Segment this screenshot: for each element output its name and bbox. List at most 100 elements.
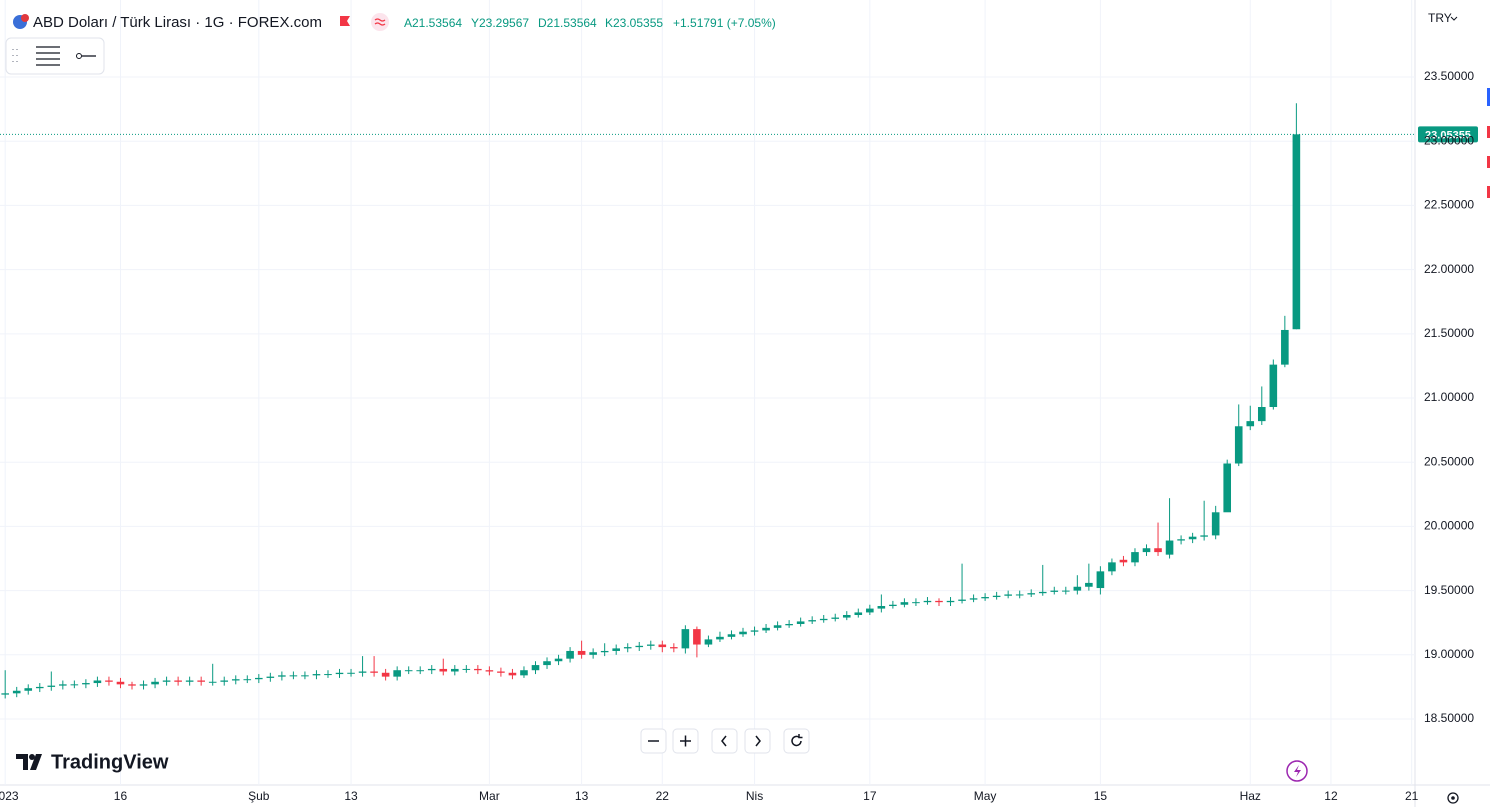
y-tick-label: 20.50000 <box>1424 454 1474 468</box>
candle-body <box>93 680 102 684</box>
candle-body <box>335 672 344 675</box>
candle-body <box>1246 421 1255 427</box>
candle-body <box>151 681 159 685</box>
reset-button[interactable] <box>783 728 810 754</box>
candle-body <box>220 680 229 682</box>
settings-icon[interactable] <box>1447 792 1459 804</box>
ohlc-high: Y23.29567 <box>471 16 529 30</box>
y-tick-label: 20.00000 <box>1424 519 1474 533</box>
candle-body <box>139 684 148 686</box>
candle-body <box>324 674 332 676</box>
candle-body <box>266 676 275 678</box>
marker <box>1487 88 1490 106</box>
brand-logo: TradingView <box>16 751 169 773</box>
candle-body <box>785 623 793 626</box>
y-tick-label: 21.50000 <box>1424 326 1474 340</box>
candle-body <box>635 645 644 648</box>
logo-text: TradingView <box>51 751 169 773</box>
candle-body <box>912 602 920 604</box>
x-tick-label: 17 <box>863 789 877 803</box>
candle-body <box>12 690 21 694</box>
scroll-left-button[interactable] <box>711 728 738 754</box>
candle-body <box>105 680 113 682</box>
candle-body <box>462 668 471 670</box>
candle-body <box>646 644 655 646</box>
candle-body <box>819 618 828 621</box>
scroll-right-button[interactable] <box>744 728 771 754</box>
candle-body <box>935 600 943 603</box>
candle-body <box>889 604 897 607</box>
candle-body <box>566 650 574 659</box>
candle-body <box>589 652 597 655</box>
candle-body <box>416 670 425 672</box>
candle-body <box>508 672 517 676</box>
ohlc-change: +1.51791 (+7.05%) <box>673 16 776 30</box>
candle-body <box>197 680 205 682</box>
candle-body <box>554 658 563 662</box>
candle-body <box>796 621 805 624</box>
candle-body <box>866 608 874 613</box>
event-glyph <box>1294 765 1301 777</box>
candle-body <box>1050 590 1059 592</box>
candle-body <box>47 685 56 687</box>
candle-body <box>1131 552 1139 563</box>
candle-body <box>174 680 182 682</box>
candle-body <box>1211 512 1220 536</box>
indicator-toolbar <box>5 37 105 75</box>
candle-body <box>992 595 1001 598</box>
y-tick-label: 19.50000 <box>1424 583 1474 597</box>
x-tick-label: Haz <box>1240 789 1261 803</box>
candle-body <box>900 602 909 605</box>
flag-icon <box>340 16 350 26</box>
currency-menu[interactable]: TRY <box>1428 11 1458 25</box>
candle-body <box>808 620 816 622</box>
candle-body <box>612 648 620 651</box>
y-tick-label: 19.00000 <box>1424 647 1474 661</box>
x-tick-label: May <box>974 789 997 803</box>
candle-body <box>1119 559 1128 563</box>
candle-body <box>854 612 863 616</box>
candle-body <box>681 629 690 649</box>
scroll-left-glyph <box>721 735 727 747</box>
zoom-in-glyph <box>680 735 691 747</box>
candle-body <box>450 668 459 672</box>
legend-toggle[interactable] <box>36 46 60 66</box>
candle-body <box>404 670 413 672</box>
ohlc-close: K23.05355 <box>605 16 663 30</box>
y-tick-label: 21.00000 <box>1424 390 1474 404</box>
candle-body <box>347 672 355 674</box>
candle-body <box>969 598 978 600</box>
compare-icon[interactable] <box>371 13 389 31</box>
candle-body <box>1108 562 1116 572</box>
candle-body <box>1188 536 1197 540</box>
ohlc-open: A21.53564 <box>404 16 462 30</box>
drag-handle[interactable] <box>12 49 18 62</box>
candle-body <box>531 665 540 671</box>
candle-body <box>1096 571 1105 589</box>
x-tick-label: Nis <box>746 789 763 803</box>
x-tick-label: 12 <box>1324 789 1338 803</box>
x-tick-label: Şub <box>248 789 270 803</box>
candle-body <box>750 630 759 632</box>
candle-body <box>289 675 298 677</box>
candle-body <box>485 670 494 672</box>
candle-body <box>520 670 528 676</box>
marker <box>1487 156 1490 168</box>
candle-body <box>842 615 851 618</box>
reset-glyph <box>791 734 803 747</box>
candle-body <box>1165 540 1174 555</box>
candle-body <box>370 671 378 673</box>
candle-body <box>958 599 966 601</box>
candle-body <box>1004 594 1012 596</box>
collapse-icon[interactable] <box>76 53 82 59</box>
candle-body <box>1015 594 1024 596</box>
candle-body <box>185 680 194 682</box>
candle-body <box>474 668 482 671</box>
candle-body <box>600 650 609 653</box>
candle-body <box>704 639 713 645</box>
currency-label[interactable]: TRY <box>1428 11 1452 25</box>
x-tick-label: 16 <box>114 789 128 803</box>
candle-body <box>981 597 989 599</box>
candle-body <box>70 684 79 686</box>
